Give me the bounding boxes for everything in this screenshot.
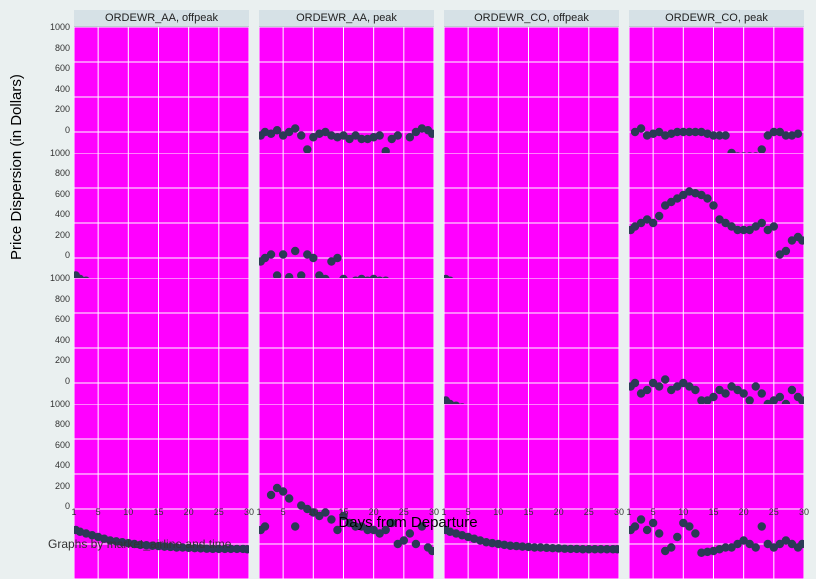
y-tick-labels: 02004006008001000 bbox=[36, 153, 70, 256]
panel-grid: ORDEWR_AA, offpeak02004006008001000ORDEW… bbox=[74, 10, 804, 506]
panel: ORDJFK_B6, offpeak02004006008001000 bbox=[74, 261, 249, 381]
panel-body: 151015202530 bbox=[259, 404, 434, 507]
panel-body bbox=[444, 27, 619, 130]
panel-body bbox=[259, 153, 434, 256]
panel-body: 02004006008001000 bbox=[74, 278, 249, 381]
panel: ORDLGA_AA, offpeak0200400600800100015101… bbox=[74, 387, 249, 507]
panel-body bbox=[629, 27, 804, 130]
panel: ORDLGA_UA, offpeak151015202530 bbox=[444, 387, 619, 507]
panel: ORDEWR_AA, peak bbox=[259, 10, 434, 130]
panel: ORDJFK_AA, offpeak bbox=[444, 136, 619, 256]
panel-body: 151015202530 bbox=[629, 404, 804, 507]
panel: ORDJFK_B6, peak bbox=[259, 261, 434, 381]
panel-body bbox=[629, 153, 804, 256]
panel: ORDEWR_AA, offpeak02004006008001000 bbox=[74, 10, 249, 130]
plot-area bbox=[444, 404, 619, 579]
panel: ORDJFK_DL, peak bbox=[629, 261, 804, 381]
y-tick-labels: 02004006008001000 bbox=[36, 404, 70, 507]
panel-body bbox=[259, 278, 434, 381]
panel: ORDLGA_AA, peak151015202530 bbox=[259, 387, 434, 507]
panel-title: ORDEWR_AA, peak bbox=[259, 10, 434, 27]
plot-area bbox=[74, 404, 249, 579]
panel-title: ORDEWR_AA, offpeak bbox=[74, 10, 249, 27]
panel-body bbox=[259, 27, 434, 130]
panel: ORDLGA_UA, peak151015202530 bbox=[629, 387, 804, 507]
panel-body: 02004006008001000 bbox=[74, 27, 249, 130]
panel-body: 151015202530 bbox=[444, 404, 619, 507]
panel-body bbox=[629, 278, 804, 381]
panel: ORDEWR_UA, offpeak02004006008001000 bbox=[74, 136, 249, 256]
figure-container: Price Dispersion (in Dollars) ORDEWR_AA,… bbox=[0, 0, 816, 557]
panel-title: ORDEWR_CO, peak bbox=[629, 10, 804, 27]
y-tick-labels: 02004006008001000 bbox=[36, 27, 70, 130]
panel: ORDEWR_UA, peak bbox=[259, 136, 434, 256]
panel-body bbox=[444, 278, 619, 381]
plot-area bbox=[259, 404, 434, 579]
footer-caption: Graphs by market_airline and time bbox=[48, 537, 231, 551]
panel: ORDJFK_AA, peak bbox=[629, 136, 804, 256]
panel-title: ORDEWR_CO, offpeak bbox=[444, 10, 619, 27]
x-axis-label: Days from Departure bbox=[0, 514, 816, 531]
y-axis-label: Price Dispersion (in Dollars) bbox=[8, 74, 25, 260]
y-tick-labels: 02004006008001000 bbox=[36, 278, 70, 381]
panel: ORDJFK_DL, offpeak bbox=[444, 261, 619, 381]
panel: ORDEWR_CO, offpeak bbox=[444, 10, 619, 130]
panel-body: 02004006008001000 bbox=[74, 153, 249, 256]
plot-area bbox=[629, 404, 804, 579]
panel: ORDEWR_CO, peak bbox=[629, 10, 804, 130]
panel-body bbox=[444, 153, 619, 256]
panel-body: 02004006008001000151015202530 bbox=[74, 404, 249, 507]
